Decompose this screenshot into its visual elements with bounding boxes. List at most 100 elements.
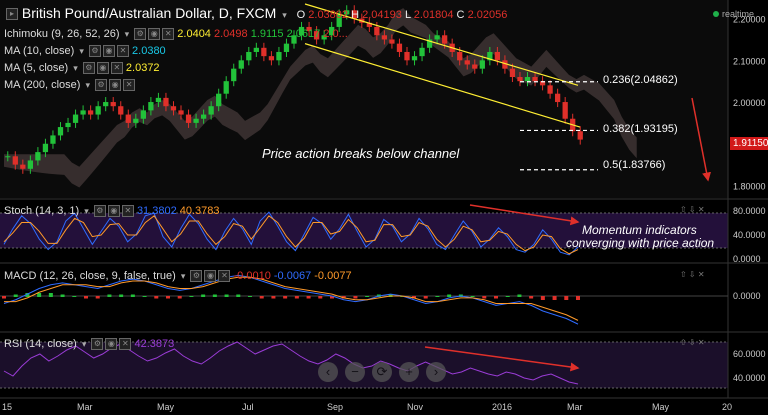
fib-label-05: 0.5(1.83766) (603, 159, 666, 171)
chevron-down-icon[interactable]: ▾ (180, 271, 186, 281)
stoch-panel-controls[interactable]: ⇧ ⇩ ✕ (680, 205, 705, 214)
scroll-left-button[interactable]: ‹ (318, 362, 338, 382)
ichimoku-legend[interactable]: Ichimoku (9, 26, 52, 26) ▾ ⚙ ◉ ✕ 2.0404 2.… (4, 28, 348, 41)
macd-hist-bar (25, 293, 30, 297)
fib-label-0236: 0.236(2.04862) (603, 74, 678, 86)
reset-zoom-button[interactable]: ⟳ (372, 362, 392, 382)
chart-title[interactable]: British Pound/Australian Dollar, D, FXCM (21, 5, 277, 21)
chevron-down-icon[interactable]: ▾ (124, 29, 130, 39)
macd-hist-bar (154, 296, 159, 299)
hide-icon[interactable]: ◉ (148, 28, 161, 41)
hide-icon[interactable]: ◉ (102, 45, 115, 58)
candle-body (163, 97, 169, 107)
zoom-out-button[interactable]: − (345, 362, 365, 382)
gear-icon[interactable]: ⚙ (95, 79, 108, 92)
ichimoku-cloud (4, 8, 637, 188)
candle-body (110, 102, 116, 107)
chevron-down-icon[interactable]: ▾ (81, 339, 87, 349)
macd-hist-bar (306, 296, 311, 299)
x-tick-label: 2016 (492, 402, 512, 412)
close-icon[interactable]: ✕ (110, 62, 123, 75)
close-icon[interactable]: ✕ (121, 205, 134, 218)
candle-body (193, 118, 199, 123)
macd-hist-bar (189, 296, 194, 297)
gear-icon[interactable]: ⚙ (190, 270, 203, 283)
close-value: 2.02056 (467, 9, 508, 21)
candle-body (306, 26, 312, 32)
hide-icon[interactable]: ◉ (96, 62, 109, 75)
hide-icon[interactable]: ◉ (105, 338, 118, 351)
ichimoku-v4: 2.0617 (286, 28, 321, 40)
gear-icon[interactable]: ⚙ (82, 62, 95, 75)
gear-icon[interactable]: ⚙ (91, 338, 104, 351)
candle-body (389, 39, 395, 44)
macd-hist-bar (540, 296, 545, 300)
candle-body (178, 110, 184, 115)
x-tick-label: 15 (2, 402, 12, 412)
rsi-legend[interactable]: RSI (14, close) ▾ ⚙ ◉ ✕ 42.3873 (4, 338, 175, 351)
macd-hist-bar (353, 296, 358, 299)
rsi-panel-controls[interactable]: ⇧ ⇩ ✕ (680, 338, 705, 347)
candle-body (42, 143, 49, 153)
macd-hist-bar (259, 296, 264, 299)
chevron-down-icon[interactable]: ▾ (85, 80, 91, 90)
high-label: H (351, 9, 360, 21)
macd-hist-bar (447, 294, 452, 297)
close-icon[interactable]: ✕ (116, 45, 129, 58)
macd-hist-bar (341, 296, 346, 299)
x-tick-label: Nov (407, 402, 424, 412)
hide-icon[interactable]: ◉ (204, 270, 217, 283)
candle-body (555, 93, 561, 103)
close-icon[interactable]: ✕ (218, 270, 231, 283)
close-icon[interactable]: ✕ (119, 338, 132, 351)
macd-hist-bar (224, 294, 229, 297)
candle-body (351, 10, 357, 19)
chevron-down-icon[interactable]: ▾ (282, 10, 287, 20)
close-icon[interactable]: ✕ (123, 79, 136, 92)
macd-hist-bar (212, 294, 217, 297)
hide-icon[interactable]: ◉ (109, 79, 122, 92)
candle-body (246, 51, 252, 61)
ma200-legend[interactable]: MA (200, close) ▾ ⚙ ◉ ✕ (4, 79, 136, 92)
gear-icon[interactable]: ⚙ (88, 45, 101, 58)
candle-body (472, 64, 478, 69)
macd-hist-bar (142, 296, 147, 297)
stoch-label: Stoch (14, 3, 1) (4, 205, 80, 217)
candle-body (321, 35, 327, 40)
candle-body (87, 110, 94, 115)
candle-body (291, 35, 297, 44)
candle-body (148, 102, 154, 111)
chevron-down-icon[interactable]: ▾ (84, 206, 89, 216)
macd-hist-bar (482, 296, 487, 299)
last-price-tag: 1.91150 (730, 137, 768, 150)
zoom-in-button[interactable]: + (399, 362, 419, 382)
ma5-legend[interactable]: MA (5, close) ▾ ⚙ ◉ ✕ 2.0372 (4, 62, 160, 75)
stoch-legend[interactable]: Stoch (14, 3, 1) ▾ ⚙ ◉ ✕ 31.3802 40.3783 (4, 205, 220, 218)
macd-panel-controls[interactable]: ⇧ ⇩ ✕ (680, 270, 705, 279)
breakout-annotation: Price action breaks below channel (262, 146, 460, 161)
high-value: 2.04193 (362, 9, 402, 21)
x-tick-label: May (157, 402, 175, 412)
chart-menu-icon[interactable]: ▸ (6, 8, 18, 21)
chevron-down-icon[interactable]: ▾ (79, 46, 84, 56)
rsi-value: 42.3873 (134, 338, 175, 350)
gear-icon[interactable]: ⚙ (93, 205, 106, 218)
x-tick-label: Mar (567, 402, 583, 412)
macd-hist-bar (470, 296, 475, 297)
ma10-legend[interactable]: MA (10, close) ▾ ⚙ ◉ ✕ 2.0380 (4, 45, 166, 58)
candle-body (5, 156, 11, 158)
macd-legend[interactable]: MACD (12, 26, close, 9, false, true) ▾ ⚙… (4, 270, 352, 283)
stoch-k-value: 31.3802 (136, 205, 177, 217)
candle-body (547, 85, 553, 94)
ma10-label: MA (10, close) (4, 45, 75, 57)
close-icon[interactable]: ✕ (162, 28, 175, 41)
candle-body (27, 160, 33, 169)
candle-body (185, 114, 192, 123)
rsi-divergence-arrow (424, 346, 580, 372)
scroll-right-button[interactable]: › (426, 362, 446, 382)
gear-icon[interactable]: ⚙ (134, 28, 147, 41)
ma5-label: MA (5, close) (4, 62, 69, 74)
chevron-down-icon[interactable]: ▾ (73, 63, 78, 73)
hide-icon[interactable]: ◉ (107, 205, 120, 218)
